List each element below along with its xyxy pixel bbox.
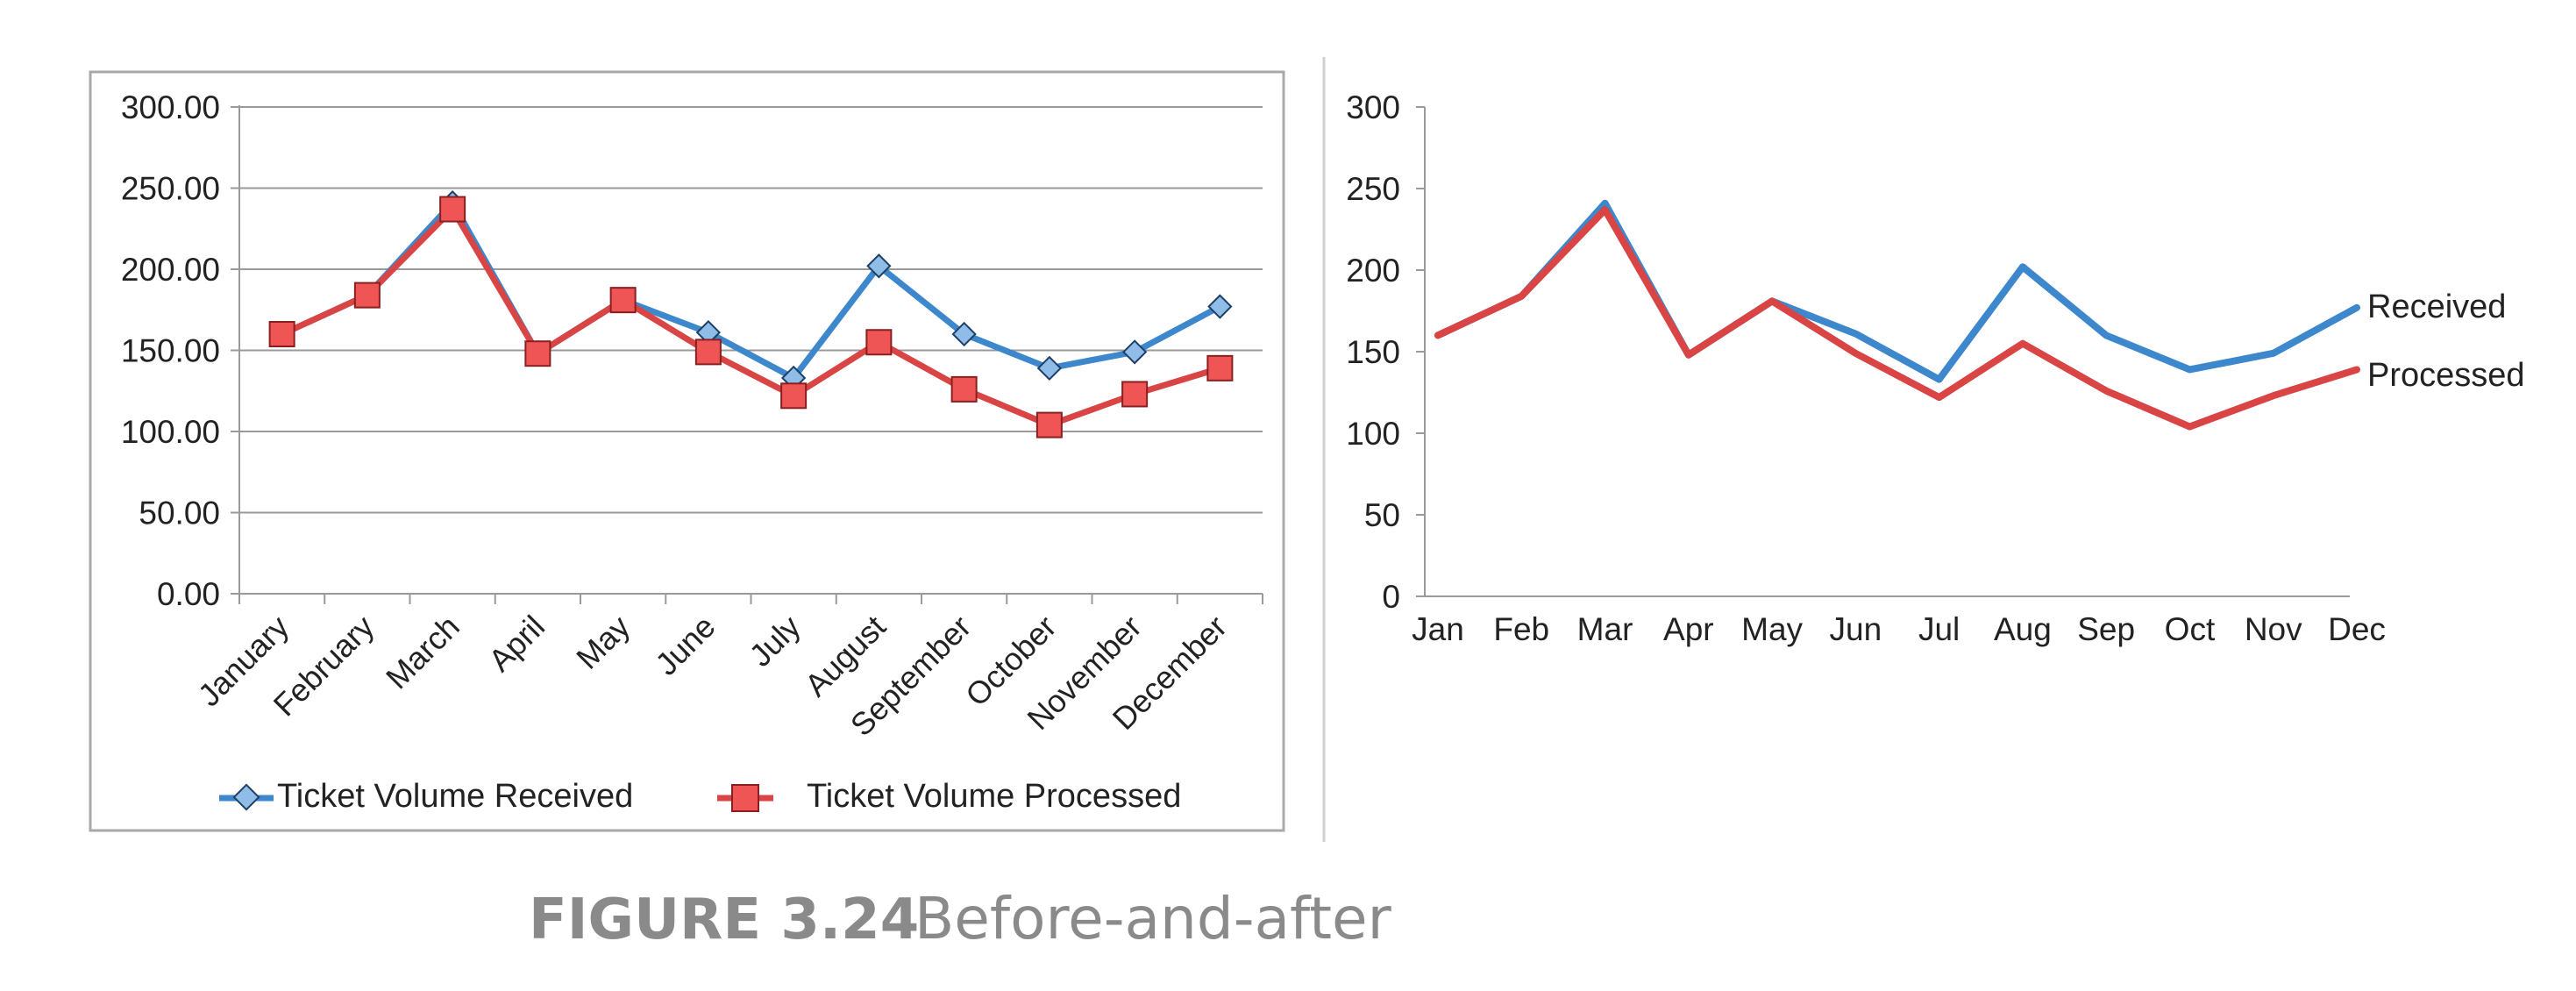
x-tick-label: Feb	[1493, 611, 1549, 647]
series-line-processed	[1434, 206, 2360, 431]
y-tick-label: 50	[1364, 497, 1400, 533]
after-chart-x-axis: Jan Feb Mar Apr May Jun Jul Aug Sep Oct Nov Dec	[1412, 595, 2386, 647]
before-chart-y-axis: 0.00 50.00 100.00 150.00 200.00 250.00 300.00	[121, 89, 240, 612]
point-processed	[950, 375, 978, 403]
figure-caption-text: Before-and-after	[914, 885, 1392, 952]
point-processed	[268, 321, 295, 347]
x-tick-label: May	[1741, 611, 1803, 647]
point-processed	[353, 282, 381, 309]
before-chart-series	[268, 190, 1234, 438]
y-tick-label: 250.00	[121, 171, 220, 207]
figure-caption: FIGURE 3.24 Before-and-after	[529, 885, 1392, 952]
x-tick-label: Jun	[1830, 611, 1882, 647]
y-tick-label: 150	[1346, 334, 1400, 370]
after-chart: 0 50 100 150 200 250 300 Jan Feb Mar Apr May Jun Jul…	[1346, 89, 2524, 647]
point-processed	[1121, 381, 1149, 408]
legend-processed-square-icon	[731, 784, 759, 812]
before-chart: 0.0050.00100.00150.00200.00250.00300.00 …	[89, 70, 1285, 832]
point-processed	[609, 287, 637, 314]
after-chart-label-received: Received	[2367, 289, 2506, 325]
y-tick-label: 200.00	[121, 252, 220, 288]
x-tick-label: Jan	[1412, 611, 1464, 647]
y-tick-label: 100.00	[121, 414, 220, 450]
legend-received-diamond-icon	[232, 783, 260, 811]
legend-received-label: Ticket Volume Received	[277, 778, 633, 815]
series-line-received	[1434, 199, 2360, 383]
point-received	[1036, 355, 1063, 381]
figure-number: FIGURE 3.24	[529, 888, 919, 952]
x-tick-label: Aug	[1994, 611, 2052, 647]
y-tick-label: 150.00	[121, 333, 220, 369]
x-tick-label: Oct	[2165, 611, 2216, 647]
before-chart-legend: Ticket Volume Received Ticket Volume Pro…	[219, 778, 1181, 815]
series-line-processed	[281, 206, 1221, 429]
point-received	[1121, 339, 1148, 365]
y-tick-label: 100	[1346, 416, 1400, 452]
after-chart-series	[1434, 199, 2360, 431]
point-processed	[865, 329, 893, 356]
point-received	[866, 253, 892, 279]
point-processed	[1035, 411, 1063, 438]
y-tick-label: 0.00	[157, 576, 220, 612]
point-processed	[524, 340, 551, 367]
before-chart-gridlines	[239, 106, 1263, 514]
x-tick-label: Sep	[2077, 611, 2135, 647]
point-processed	[1206, 354, 1234, 381]
x-tick-label: Mar	[1577, 611, 1633, 647]
y-tick-label: 250	[1346, 171, 1400, 207]
x-tick-label: Apr	[1663, 611, 1714, 647]
x-tick-label: Nov	[2245, 611, 2302, 647]
after-chart-label-processed: Processed	[2367, 357, 2525, 394]
point-received	[695, 320, 722, 346]
point-received	[1207, 294, 1233, 319]
point-processed	[694, 339, 722, 366]
x-tick-label: Dec	[2328, 611, 2386, 647]
y-tick-label: 300.00	[121, 89, 220, 125]
series-line-received	[281, 199, 1222, 381]
y-tick-label: 0	[1382, 579, 1400, 615]
y-tick-label: 50.00	[139, 496, 220, 531]
before-chart-frame	[89, 70, 1285, 832]
y-tick-label: 300	[1346, 89, 1400, 125]
after-chart-y-axis: 0 50 100 150 200 250 300	[1346, 89, 1426, 615]
point-received	[951, 321, 977, 347]
point-processed	[780, 382, 808, 410]
point-processed	[439, 196, 466, 223]
y-tick-label: 200	[1346, 253, 1400, 289]
x-tick-label: Jul	[1918, 611, 1960, 647]
legend-processed-label: Ticket Volume Processed	[807, 778, 1181, 815]
